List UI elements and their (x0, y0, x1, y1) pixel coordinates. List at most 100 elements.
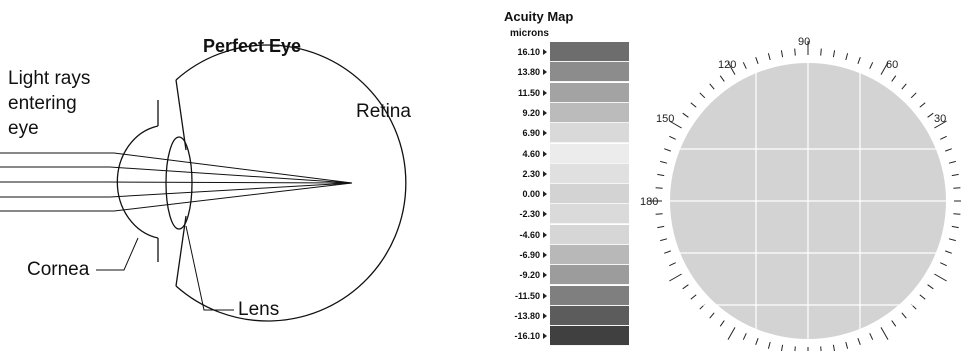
light-rays-label-line2: entering (8, 93, 77, 114)
degree-tick (945, 250, 952, 254)
degree-tick (948, 238, 956, 242)
legend-row: 2.30 (497, 163, 633, 184)
degree-tick (664, 148, 671, 152)
degree-tick (709, 83, 715, 90)
degree-tick (953, 187, 961, 189)
legend-swatch (550, 184, 629, 205)
eye-diagram (0, 44, 407, 322)
legend-row: -11.50 (497, 285, 633, 306)
degree-label-90: 90 (798, 36, 810, 48)
legend-swatch (550, 82, 629, 103)
degree-tick (690, 294, 697, 300)
degree-tick (690, 102, 697, 108)
degree-tick (755, 57, 759, 64)
legend-value: -4.60 (519, 225, 547, 245)
degree-label-30: 30 (934, 113, 946, 125)
degree-tick (682, 112, 689, 118)
legend-value: -2.30 (519, 204, 547, 224)
degree-tick (669, 135, 676, 140)
legend-row: -13.80 (497, 305, 633, 326)
degree-tick (727, 327, 736, 340)
degree-tick (657, 225, 665, 229)
legend-row: -9.20 (497, 265, 633, 286)
degree-tick (832, 50, 836, 58)
lens-leader (185, 225, 234, 311)
legend-value: -6.90 (519, 245, 547, 265)
degree-tick (820, 346, 822, 351)
cornea-leader (96, 237, 139, 271)
legend-row: -6.90 (497, 245, 633, 265)
legend-swatch (550, 204, 629, 225)
light-rays-label-line1: Light rays (8, 68, 91, 89)
degree-tick (669, 120, 682, 129)
acuity-map-unit: microns (510, 28, 549, 39)
legend-swatch (550, 224, 629, 245)
degree-tick (951, 225, 959, 229)
legend-swatch (550, 265, 629, 286)
legend-row: -16.10 (497, 326, 633, 347)
degree-tick (820, 48, 822, 56)
degree-tick (767, 341, 771, 349)
degree-tick (948, 160, 956, 164)
degree-tick (719, 320, 725, 327)
legend-swatch (550, 245, 629, 265)
legend-row: 13.80 (497, 62, 633, 83)
legend-value: 0.00 (522, 184, 547, 204)
degree-tick (655, 213, 663, 215)
degree-tick (880, 62, 889, 75)
degree-tick (669, 273, 682, 282)
legend-swatch (550, 285, 629, 306)
legend-swatch (550, 163, 629, 184)
legend-value: 11.50 (518, 83, 547, 103)
degree-tick (727, 62, 736, 75)
legend-row: 6.90 (497, 123, 633, 144)
legend-row: 11.50 (497, 82, 633, 103)
retina-label: Retina (356, 101, 411, 122)
legend-value: -9.20 (519, 265, 547, 285)
degree-tick (857, 338, 861, 345)
acuity-polar-map: 90 120 60 150 30 180 (640, 36, 961, 351)
legend-value: 4.60 (522, 144, 547, 164)
legend-value: 9.20 (522, 103, 547, 123)
eye-diagram-title: Perfect Eye (203, 36, 302, 56)
degree-tick (880, 327, 889, 340)
light-rays (0, 152, 353, 212)
degree-tick (794, 48, 796, 56)
degree-tick (845, 341, 849, 349)
legend-value: -13.80 (514, 306, 547, 326)
degree-tick (767, 53, 771, 61)
cornea-label: Cornea (27, 259, 90, 280)
legend-swatch (550, 305, 629, 326)
degree-tick (682, 284, 689, 290)
degree-tick (927, 284, 934, 290)
degree-tick (940, 262, 947, 267)
legend-swatch (550, 102, 629, 123)
legend-row: -4.60 (497, 224, 633, 245)
degree-tick (934, 120, 947, 129)
legend-value: 13.80 (517, 62, 547, 82)
legend-value: 16.10 (517, 42, 547, 62)
degree-tick (869, 62, 874, 69)
legend-swatch (550, 42, 629, 62)
degree-tick (832, 344, 835, 351)
degree-tick (945, 148, 952, 152)
legend-row: 9.20 (497, 102, 633, 123)
legend-value: -11.50 (515, 286, 547, 306)
degree-tick (891, 75, 897, 82)
legend-row: -2.30 (497, 204, 633, 225)
legend-value: 2.30 (522, 164, 547, 184)
lens-label: Lens (238, 299, 280, 320)
degree-label-150: 150 (656, 113, 674, 125)
legend-swatch (550, 123, 629, 144)
legend-row: 4.60 (497, 143, 633, 164)
degree-tick (709, 312, 715, 319)
degree-tick (742, 333, 747, 340)
degree-label-120: 120 (718, 59, 736, 71)
degree-tick (901, 83, 907, 90)
degree-tick (901, 312, 907, 319)
degree-tick (699, 92, 706, 99)
light-rays-label-line3: eye (8, 118, 39, 139)
degree-tick (657, 173, 665, 177)
degree-tick (845, 53, 849, 61)
degree-tick (755, 338, 759, 345)
